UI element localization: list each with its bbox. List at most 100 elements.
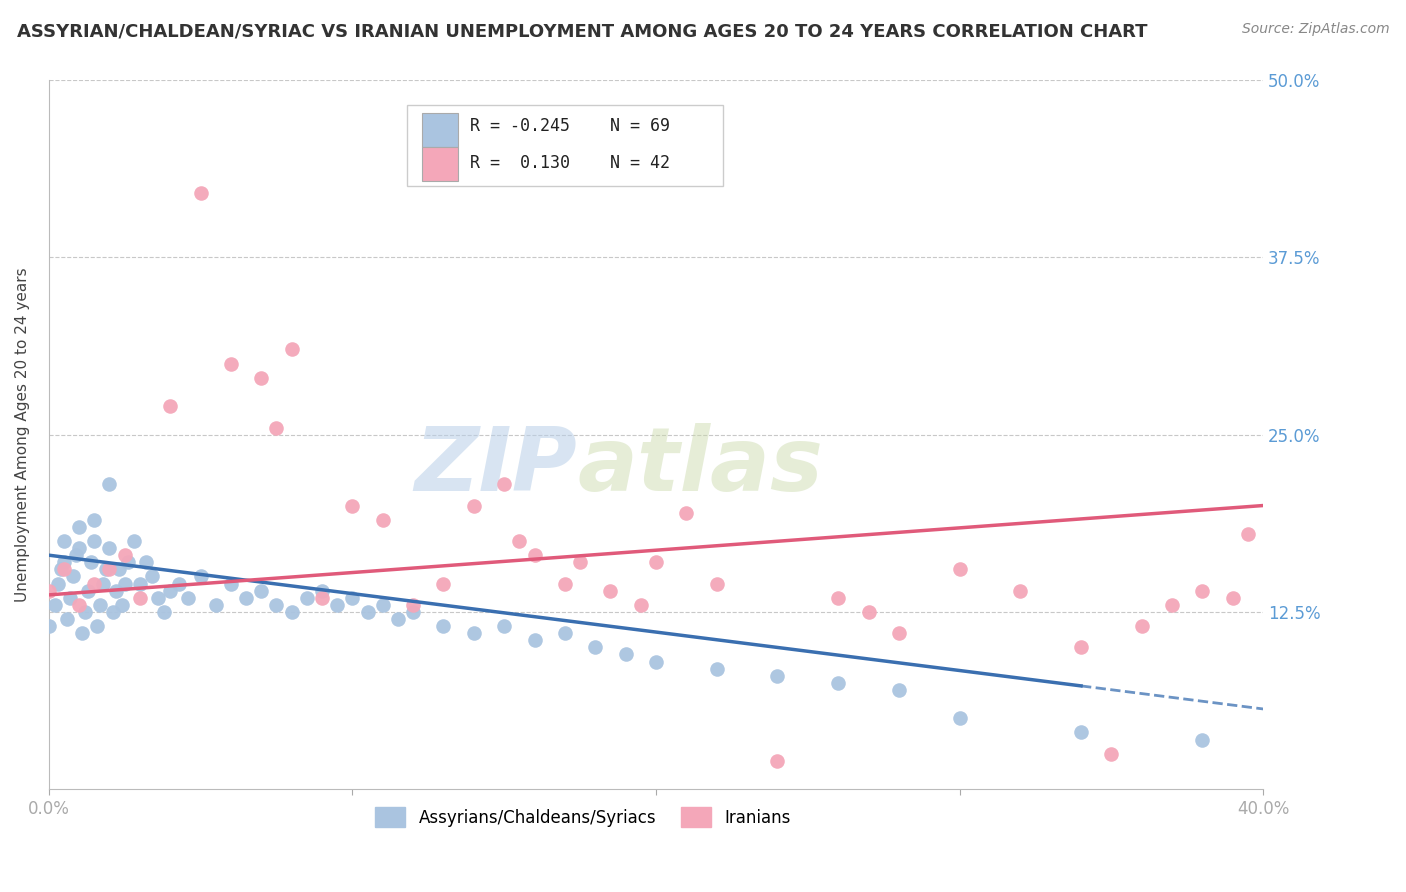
- Point: [463, 626, 485, 640]
- Point: [614, 648, 637, 662]
- Point: [235, 591, 257, 605]
- Point: [766, 669, 789, 683]
- Point: [59, 591, 82, 605]
- Point: [706, 576, 728, 591]
- Point: [52, 555, 75, 569]
- FancyBboxPatch shape: [406, 104, 723, 186]
- Point: [86, 619, 108, 633]
- Point: [219, 357, 242, 371]
- Point: [583, 640, 606, 655]
- Point: [432, 576, 454, 591]
- Point: [128, 591, 150, 605]
- Point: [1070, 640, 1092, 655]
- Point: [858, 605, 880, 619]
- Point: [508, 533, 530, 548]
- Point: [70, 626, 93, 640]
- Point: [83, 576, 105, 591]
- Point: [599, 583, 621, 598]
- Point: [432, 619, 454, 633]
- Point: [1010, 583, 1032, 598]
- Point: [554, 626, 576, 640]
- Point: [342, 591, 364, 605]
- Point: [83, 533, 105, 548]
- Point: [83, 513, 105, 527]
- Point: [104, 583, 127, 598]
- Point: [402, 605, 425, 619]
- Point: [146, 591, 169, 605]
- Bar: [422, 146, 458, 181]
- Point: [98, 541, 121, 555]
- Text: atlas: atlas: [576, 423, 823, 510]
- Point: [887, 682, 910, 697]
- Point: [204, 598, 226, 612]
- Point: [128, 576, 150, 591]
- Point: [342, 499, 364, 513]
- Point: [117, 555, 139, 569]
- Point: [52, 533, 75, 548]
- Point: [80, 555, 103, 569]
- Point: [569, 555, 592, 569]
- Point: [494, 477, 516, 491]
- Point: [949, 562, 972, 576]
- Point: [645, 555, 668, 569]
- Point: [75, 605, 97, 619]
- Point: [56, 612, 79, 626]
- Point: [295, 591, 318, 605]
- Point: [38, 583, 60, 598]
- Point: [387, 612, 409, 626]
- Point: [135, 555, 157, 569]
- Point: [523, 633, 546, 648]
- Point: [463, 499, 485, 513]
- Point: [153, 605, 176, 619]
- Point: [266, 420, 288, 434]
- Point: [96, 562, 118, 576]
- Point: [110, 598, 132, 612]
- Point: [114, 548, 136, 562]
- Point: [266, 598, 288, 612]
- Text: ASSYRIAN/CHALDEAN/SYRIAC VS IRANIAN UNEMPLOYMENT AMONG AGES 20 TO 24 YEARS CORRE: ASSYRIAN/CHALDEAN/SYRIAC VS IRANIAN UNEM…: [17, 22, 1147, 40]
- Point: [49, 562, 72, 576]
- Point: [46, 576, 69, 591]
- Point: [554, 576, 576, 591]
- Point: [89, 598, 111, 612]
- Point: [1191, 732, 1213, 747]
- Legend: Assyrians/Chaldeans/Syriacs, Iranians: Assyrians/Chaldeans/Syriacs, Iranians: [368, 800, 797, 834]
- Point: [67, 520, 90, 534]
- Point: [67, 598, 90, 612]
- Point: [62, 569, 84, 583]
- Point: [326, 598, 349, 612]
- Point: [1222, 591, 1244, 605]
- Point: [645, 655, 668, 669]
- Point: [630, 598, 652, 612]
- Point: [356, 605, 378, 619]
- Text: ZIP: ZIP: [415, 423, 576, 510]
- Point: [101, 605, 124, 619]
- Point: [371, 513, 394, 527]
- Point: [766, 754, 789, 768]
- Point: [1070, 725, 1092, 739]
- Point: [1191, 583, 1213, 598]
- Bar: [422, 113, 458, 147]
- Point: [311, 583, 333, 598]
- Point: [675, 506, 697, 520]
- Point: [250, 583, 273, 598]
- Text: R =  0.130    N = 42: R = 0.130 N = 42: [470, 154, 671, 172]
- Point: [402, 598, 425, 612]
- Point: [67, 541, 90, 555]
- Point: [1130, 619, 1153, 633]
- Point: [190, 186, 212, 201]
- Point: [52, 562, 75, 576]
- Point: [77, 583, 100, 598]
- Point: [190, 569, 212, 583]
- Y-axis label: Unemployment Among Ages 20 to 24 years: Unemployment Among Ages 20 to 24 years: [15, 268, 30, 602]
- Point: [122, 533, 145, 548]
- Point: [250, 371, 273, 385]
- Point: [159, 583, 181, 598]
- Point: [169, 576, 191, 591]
- Point: [949, 711, 972, 725]
- Point: [311, 591, 333, 605]
- Point: [1161, 598, 1184, 612]
- Point: [219, 576, 242, 591]
- Point: [177, 591, 200, 605]
- Point: [98, 562, 121, 576]
